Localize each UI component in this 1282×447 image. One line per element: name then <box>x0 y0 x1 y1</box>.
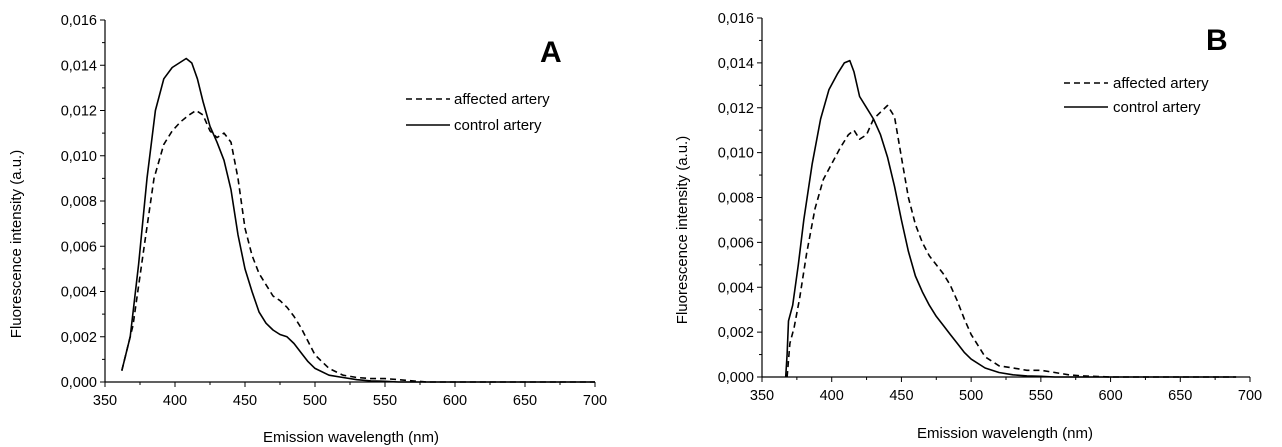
legend-label-control: control artery <box>1113 99 1201 116</box>
x-tick-label: 550 <box>1029 388 1053 404</box>
x-axis-label: Emission wavelength (nm) <box>263 429 439 446</box>
legend-label-affected: affected artery <box>454 91 550 108</box>
x-axis-label: Emission wavelength (nm) <box>917 425 1093 442</box>
y-tick-label: 0,002 <box>61 330 97 346</box>
x-tick-label: 600 <box>443 393 467 409</box>
series-line-affected-artery <box>786 104 1237 378</box>
legend-label-control: control artery <box>454 117 542 134</box>
x-tick-label: 350 <box>750 388 774 404</box>
x-tick-label: 500 <box>959 388 983 404</box>
x-tick-label: 450 <box>889 388 913 404</box>
x-tick-label: 550 <box>373 393 397 409</box>
y-tick-label: 0,008 <box>718 191 754 207</box>
chart-panel-a: 0,000 0,002 0,004 0,006 0,008 0,010 0,012 0,014… <box>8 13 607 446</box>
y-tick-label: 0,012 <box>61 104 97 120</box>
plot-area: 0,000 0,002 0,004 0,006 0,008 0,010 0,012 0,014… <box>718 11 1262 404</box>
x-tick-label: 400 <box>163 393 187 409</box>
panel-label: B <box>1206 24 1228 57</box>
x-tick-label: 650 <box>513 393 537 409</box>
panel-label: A <box>540 36 562 69</box>
y-axis-label: Fluorescence intensity (a.u.) <box>8 150 25 338</box>
y-tick-label: 0,016 <box>61 13 97 29</box>
chart-panel-b: 0,000 0,002 0,004 0,006 0,008 0,010 0,012 0,014… <box>674 11 1262 442</box>
legend: affected artery control artery <box>406 91 550 134</box>
y-tick-label: 0,006 <box>61 239 97 255</box>
y-tick-label: 0,002 <box>718 325 754 341</box>
series-line-control-artery <box>121 57 595 383</box>
legend-label-affected: affected artery <box>1113 75 1209 92</box>
legend: affected artery control artery <box>1064 75 1209 116</box>
y-tick-label: 0,016 <box>718 11 754 27</box>
x-tick-label: 500 <box>303 393 327 409</box>
y-tick-label: 0,014 <box>61 58 97 74</box>
y-axis-label: Fluorescence intensity (a.u.) <box>674 136 691 324</box>
x-tick-label: 350 <box>93 393 117 409</box>
y-tick-label: 0,014 <box>718 56 754 72</box>
y-tick-label: 0,010 <box>718 146 754 162</box>
x-tick-label: 400 <box>820 388 844 404</box>
x-tick-label: 600 <box>1098 388 1122 404</box>
x-tick-label: 700 <box>583 393 607 409</box>
y-tick-label: 0,010 <box>61 149 97 165</box>
y-tick-label: 0,012 <box>718 101 754 117</box>
x-tick-label: 700 <box>1238 388 1262 404</box>
x-tick-label: 450 <box>233 393 257 409</box>
y-tick-label: 0,004 <box>718 280 754 296</box>
plot-area: 0,000 0,002 0,004 0,006 0,008 0,010 0,012 0,014… <box>61 13 607 409</box>
y-tick-label: 0,008 <box>61 194 97 210</box>
y-tick-label: 0,000 <box>718 370 754 386</box>
x-tick-label: 650 <box>1168 388 1192 404</box>
y-tick-label: 0,004 <box>61 285 97 301</box>
series-line-affected-artery <box>121 109 595 383</box>
y-tick-label: 0,000 <box>61 375 97 391</box>
series-line-control-artery <box>784 59 1237 378</box>
y-tick-label: 0,006 <box>718 235 754 251</box>
